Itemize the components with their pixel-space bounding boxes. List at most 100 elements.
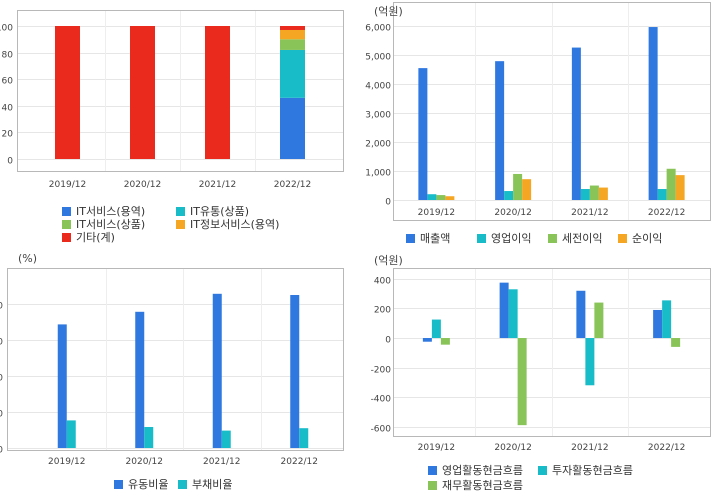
ratios-chart: 0 60 120 180 240 2019/12 2020/12 2021/12 2022/12	[0, 268, 344, 467]
legend-swatch	[548, 233, 557, 243]
composition-legend: IT서비스(용역) IT유통(상품) IT서비스(상품) IT정보서비스(용역) 기타(…	[0, 0, 360, 248]
legend-swatch	[62, 232, 71, 242]
chart-panel-cashflow: (억원) -600 -400 -200 0 200 400 2019/12 2020/12 20…	[360, 248, 720, 496]
bar	[571, 47, 581, 201]
x-tick-label: 2020/12	[124, 180, 161, 190]
legend-item: IT정보서비스(용역)	[176, 216, 279, 232]
x-tick-label: 2020/12	[494, 208, 531, 218]
bar	[55, 26, 80, 159]
bar	[144, 427, 154, 448]
bar	[594, 302, 604, 339]
x-tick-label: 2019/12	[48, 457, 85, 467]
y-tick-label: 3,000	[365, 111, 391, 121]
bar	[589, 185, 599, 200]
legend-item: 순이익	[618, 230, 662, 246]
y-tick-label: 100	[0, 24, 13, 34]
legend-item: 세전이익	[548, 230, 602, 246]
bar	[290, 295, 300, 448]
cashflow-chart: -600 -400 -200 0 200 400 2019/12 2020/12 2021/12…	[371, 268, 711, 453]
bar	[675, 175, 685, 200]
legend-swatch	[62, 206, 71, 216]
bar	[648, 27, 658, 201]
ratios-unit-label: (%)	[18, 252, 38, 265]
legend-item: IT서비스(용역)	[62, 203, 145, 219]
bar	[280, 29, 305, 40]
legend-swatch	[178, 479, 187, 489]
bar	[280, 26, 305, 30]
y-tick-label: 0	[7, 157, 13, 167]
legend-swatch	[428, 465, 437, 475]
y-tick-label: 0	[0, 446, 3, 456]
legend-item: IT유통(상품)	[176, 203, 249, 219]
legend-label: 기타(계)	[76, 231, 115, 244]
legend-swatch	[406, 233, 415, 243]
x-tick-label: 2021/12	[203, 457, 240, 467]
chart-panel-income: (억원) 0 1,000 2,000 3,000 4,000 5,000 6,000 2019…	[360, 0, 720, 248]
y-tick-label: 4,000	[365, 82, 391, 92]
y-tick-label: 1,000	[365, 169, 391, 179]
bar	[440, 338, 450, 345]
legend-item: 유동비율	[114, 476, 168, 492]
x-tick-label: 2019/12	[49, 180, 86, 190]
bar	[445, 196, 455, 200]
legend-item: 재무활동현금흐름	[428, 477, 523, 493]
y-tick-label: 5,000	[365, 53, 391, 63]
y-tick-label: -400	[371, 395, 392, 405]
bar	[580, 189, 590, 200]
bar	[422, 338, 432, 342]
bar	[221, 430, 231, 448]
legend-label: 세전이익	[562, 232, 603, 245]
legend-item: 기타(계)	[62, 229, 115, 245]
y-tick-label: 0	[385, 198, 391, 208]
x-tick-label: 2019/12	[418, 208, 455, 218]
bar	[508, 289, 518, 339]
legend-label: 부채비율	[192, 478, 233, 491]
legend-item: 영업활동현금흐름	[428, 462, 523, 478]
legend-label: 영업이익	[491, 232, 532, 245]
bar	[427, 194, 437, 200]
legend-item: IT서비스(상품)	[62, 216, 145, 232]
y-tick-label: 200	[374, 306, 391, 316]
legend-label: 순이익	[632, 232, 663, 245]
legend-label: 투자활동현금흐름	[552, 464, 633, 477]
legend-swatch	[618, 233, 627, 243]
bar	[57, 324, 67, 448]
composition-chart: 0 20 40 60 80 100 2019/12 2020/12 2021/12 2022/12	[0, 10, 344, 190]
bar	[212, 293, 222, 448]
income-chart: 0 1,000 2,000 3,000 4,000 5,000 6,000 2019/12 20…	[365, 2, 711, 221]
bar	[671, 338, 681, 347]
bar	[499, 282, 509, 339]
bar	[299, 428, 309, 448]
legend-label: 매출액	[420, 232, 451, 245]
bar	[130, 26, 155, 159]
bar	[653, 309, 663, 339]
bar	[135, 311, 145, 448]
bar	[205, 26, 230, 159]
y-tick-label: 6,000	[365, 24, 391, 34]
x-tick-label: 2021/12	[571, 443, 608, 453]
ratios-legend: 유동비율 부채비율	[0, 248, 360, 496]
y-tick-label: 400	[374, 277, 391, 287]
bar	[666, 168, 676, 200]
y-tick-label: 60	[2, 77, 14, 87]
bar	[280, 97, 305, 159]
legend-label: IT서비스(상품)	[76, 218, 146, 231]
y-tick-label: -200	[371, 366, 392, 376]
bar	[522, 179, 532, 200]
legend-label: 유동비율	[128, 478, 169, 491]
legend-swatch	[114, 479, 123, 489]
x-tick-label: 2021/12	[199, 180, 236, 190]
y-tick-label: -600	[371, 425, 392, 435]
chart-panel-composition: 0 20 40 60 80 100 2019/12 2020/12 2021/12 2022/12…	[0, 0, 360, 248]
legend-item: 영업이익	[477, 230, 531, 246]
bar	[418, 68, 428, 200]
y-tick-label: 0	[385, 336, 391, 346]
y-tick-label: 80	[2, 51, 14, 61]
legend-label: 재무활동현금흐름	[442, 479, 523, 492]
x-tick-label: 2022/12	[281, 457, 318, 467]
income-unit-label: (억원)	[374, 5, 403, 18]
y-tick-label: 40	[2, 104, 14, 114]
x-tick-label: 2022/12	[274, 180, 311, 190]
y-tick-label: 60	[0, 410, 3, 420]
